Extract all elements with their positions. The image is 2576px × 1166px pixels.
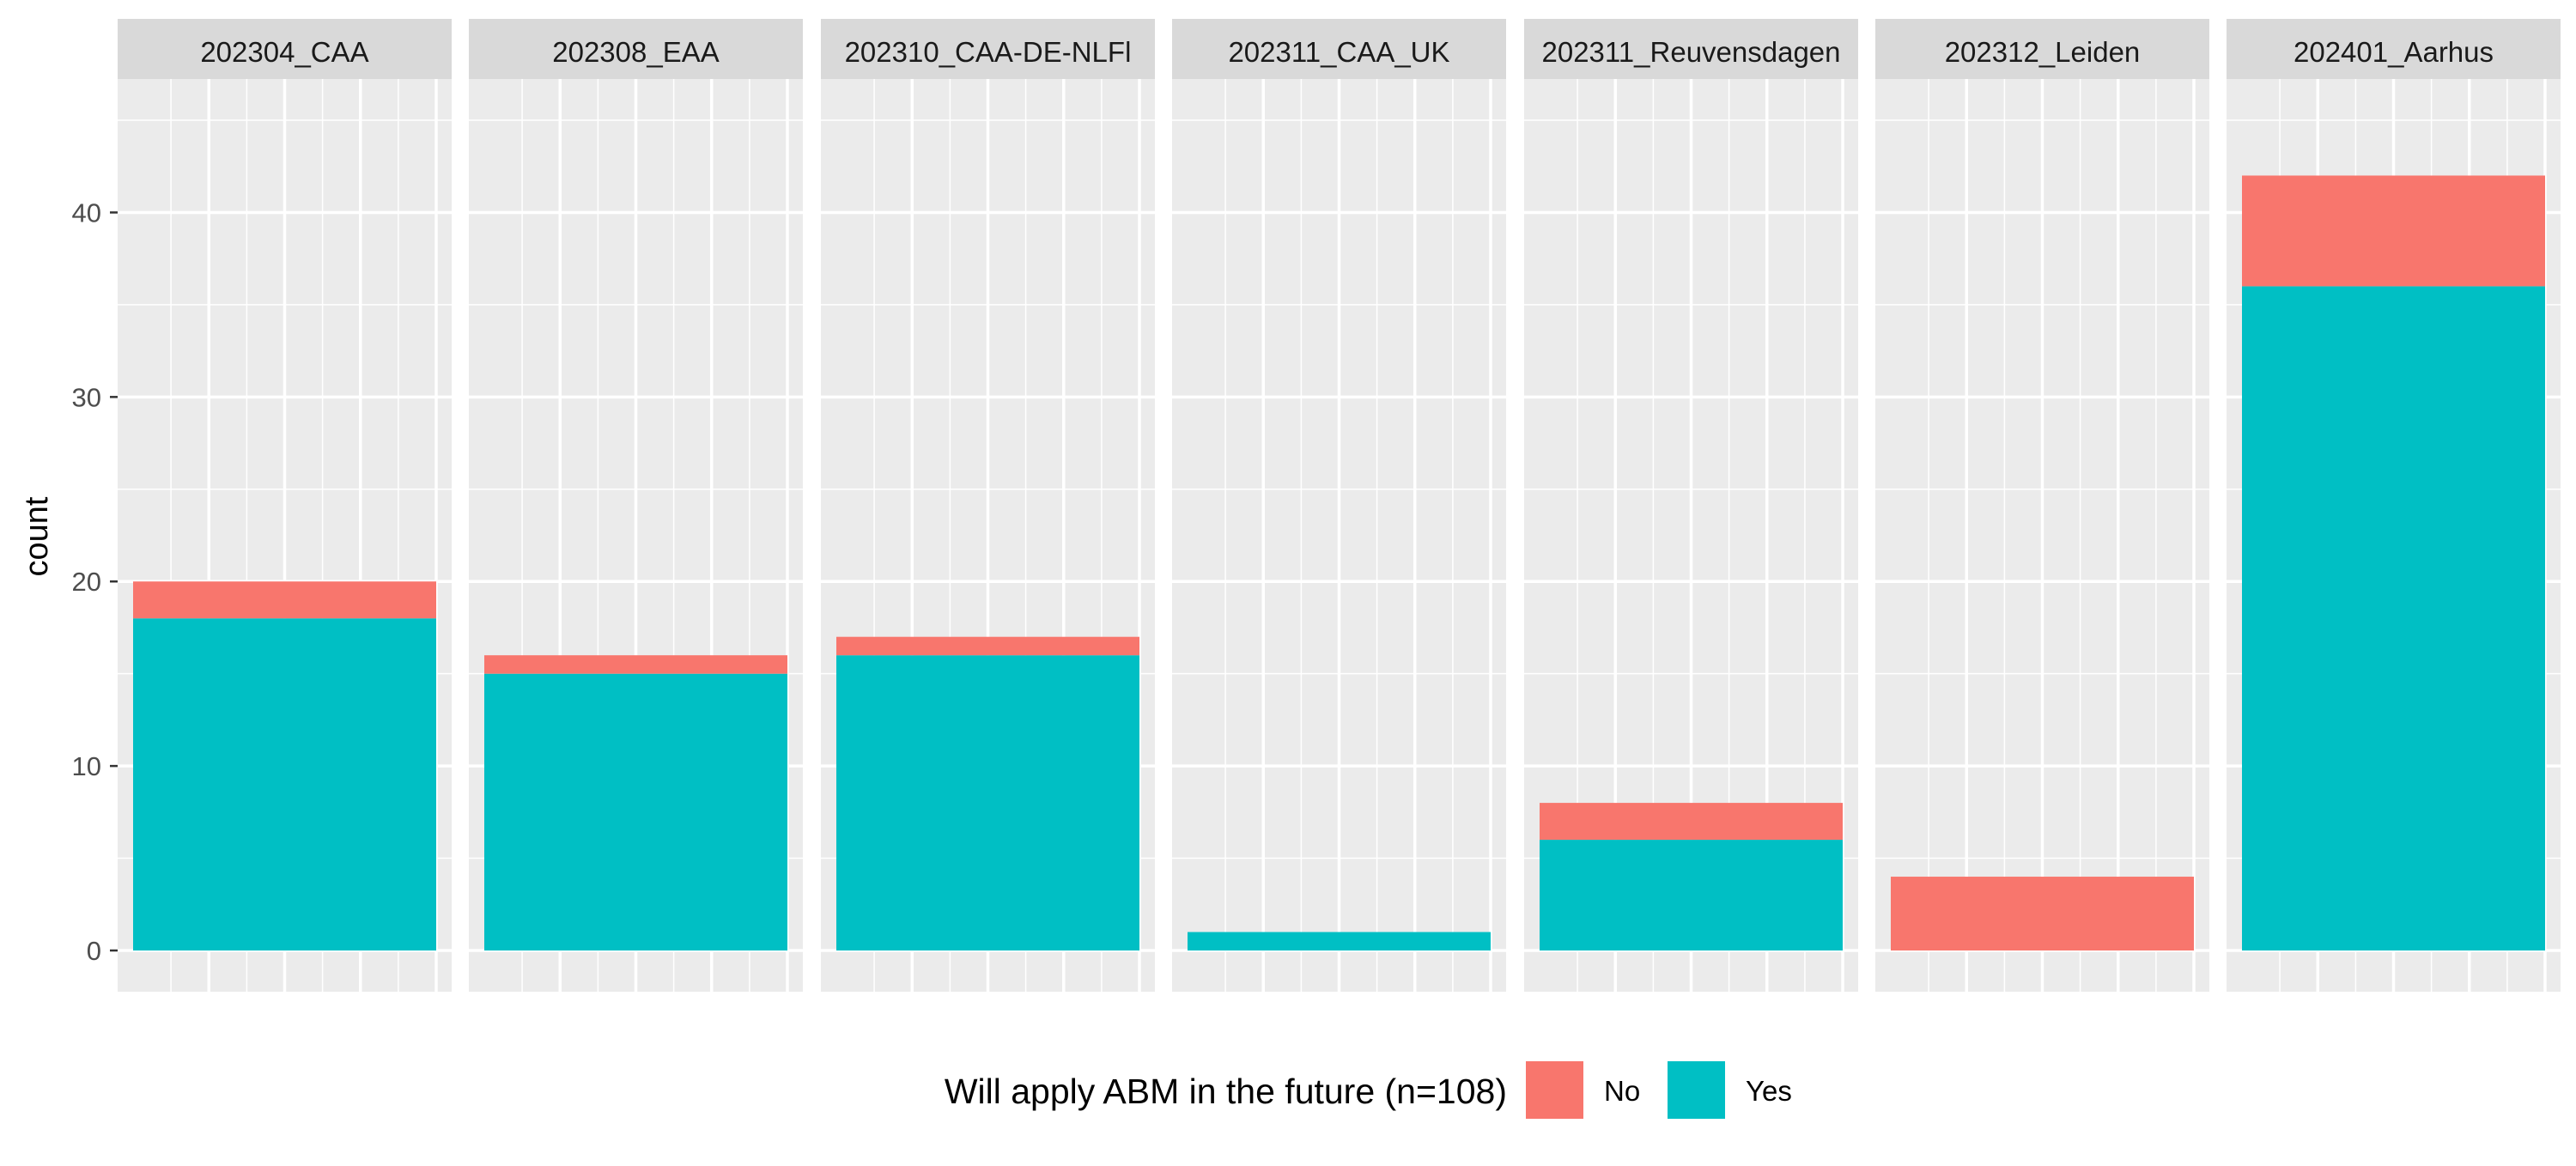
- facet-strip: [821, 19, 1155, 79]
- y-tick-label: 20: [72, 567, 101, 597]
- bar-no: [2242, 175, 2545, 287]
- bar-yes: [836, 655, 1139, 950]
- bar-yes: [133, 618, 436, 950]
- facet-label: 202310_CAA-DE-NLFl: [845, 36, 1132, 68]
- facet-label: 202401_Aarhus: [2293, 36, 2494, 68]
- bar-yes: [2242, 286, 2545, 950]
- facet-strip: [1875, 19, 2209, 79]
- facet-strip: [469, 19, 803, 79]
- legend-key-no: [1526, 1061, 1583, 1119]
- legend-label-yes: Yes: [1746, 1075, 1792, 1107]
- facet-label: 202304_CAA: [200, 36, 368, 68]
- facet-label: 202311_CAA_UK: [1228, 36, 1449, 68]
- bar-yes: [1188, 932, 1491, 950]
- bar-yes: [484, 673, 787, 950]
- bar-no: [133, 581, 436, 619]
- y-tick-label: 0: [87, 936, 101, 966]
- panels-group: 202304_CAA 202308_EAA 202310_CAA-DE-NLFl 20…: [118, 19, 2561, 992]
- facet-strip: [1172, 19, 1506, 79]
- legend-key-yes: [1668, 1061, 1725, 1119]
- facet-strip: [2227, 19, 2561, 79]
- y-tick-label: 10: [72, 751, 101, 781]
- bar-no: [484, 655, 787, 674]
- facet-label: 202311_Reuvensdagen: [1541, 36, 1840, 68]
- bar-no: [1891, 877, 2194, 950]
- bar-no: [1540, 803, 1843, 841]
- facet-label: 202308_EAA: [552, 36, 720, 68]
- legend-title: Will apply ABM in the future (n=108): [945, 1072, 1507, 1111]
- bars-group: [133, 175, 2545, 950]
- bar-no: [836, 636, 1139, 656]
- y-axis-label: count: [19, 496, 55, 576]
- y-axis: 0 10 20 30 40: [72, 197, 118, 966]
- legend-label-no: No: [1604, 1075, 1640, 1107]
- facet-strip: [118, 19, 452, 79]
- y-tick-label: 40: [72, 197, 101, 228]
- bar-yes: [1540, 840, 1843, 950]
- legend: No Yes: [1526, 1061, 1792, 1119]
- facet-label: 202312_Leiden: [1945, 36, 2141, 68]
- facet-strip: [1524, 19, 1858, 79]
- y-tick-label: 30: [72, 382, 101, 412]
